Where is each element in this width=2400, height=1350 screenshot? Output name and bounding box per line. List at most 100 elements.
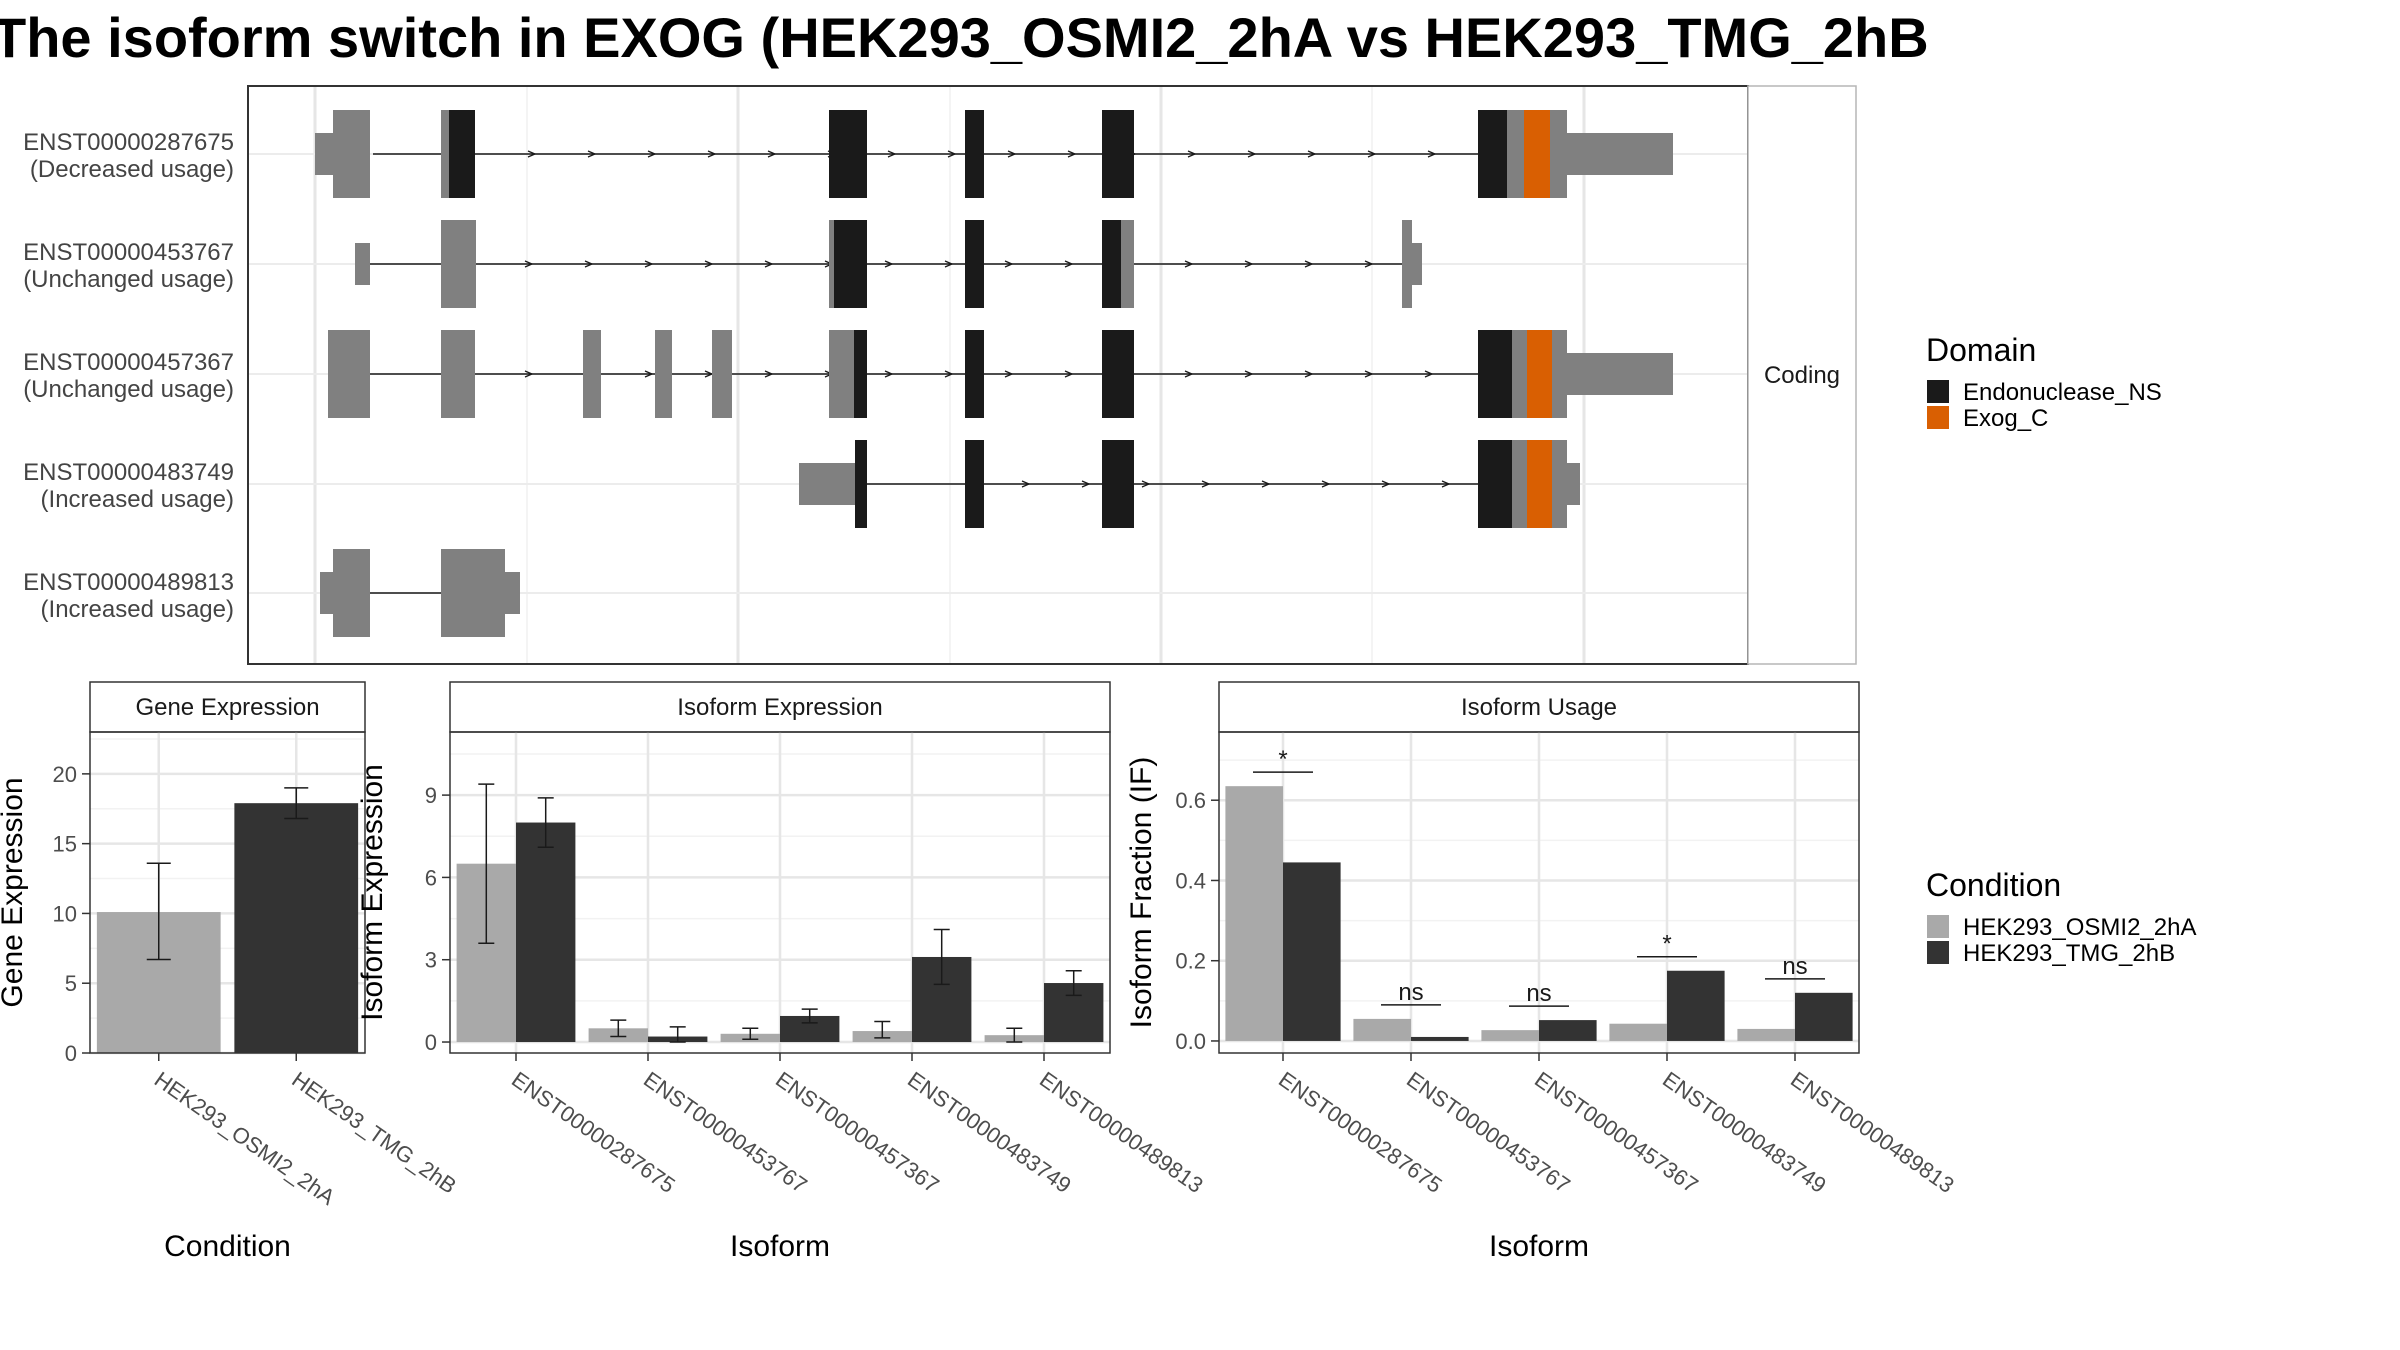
x-axis-label: Isoform	[1489, 1230, 1589, 1263]
y-tick-label: 3	[425, 948, 437, 973]
bar	[1225, 786, 1283, 1041]
structure-strip-label: Coding	[1764, 362, 1840, 389]
strand-arrow	[1247, 150, 1257, 158]
strand-arrow	[887, 150, 897, 158]
bar	[1411, 1036, 1469, 1041]
exon	[441, 110, 449, 198]
strand-arrow	[767, 150, 777, 158]
exon	[829, 220, 834, 308]
endonuclease-domain	[965, 110, 984, 198]
transcript-usage-label: (Decreased usage)	[30, 156, 234, 183]
transcript-id-label: ENST00000287675	[23, 129, 234, 156]
transcript-usage-label: (Increased usage)	[41, 486, 234, 513]
significance-label: ns	[1782, 953, 1807, 980]
y-tick-label: 10	[53, 901, 77, 926]
figure-title: The isoform switch in EXOG (HEK293_OSMI2…	[0, 6, 1929, 69]
strand-arrow	[1427, 150, 1437, 158]
strand-arrow	[1304, 370, 1314, 378]
strand-arrow	[1184, 370, 1194, 378]
strand-arrow	[764, 260, 774, 268]
strand-arrow	[1244, 370, 1254, 378]
exon	[1552, 440, 1567, 528]
y-tick-label: 15	[53, 832, 77, 857]
endonuclease-domain	[1102, 330, 1134, 418]
bar	[234, 803, 359, 1053]
strand-arrow	[1261, 480, 1271, 488]
strand-arrow	[644, 260, 654, 268]
exon	[1412, 243, 1422, 285]
significance-label: ns	[1526, 980, 1551, 1007]
domain-legend: Domain Endonuclease_NS Exog_C	[1926, 332, 2162, 432]
y-tick-label: 9	[425, 783, 437, 808]
bar	[1667, 970, 1725, 1041]
y-axis-label: Isoform Fraction (IF)	[1125, 757, 1158, 1029]
structure-panel: Coding ENST00000287675 (Decreased usage)…	[23, 85, 1857, 665]
transcript-labels: ENST00000287675 (Decreased usage) ENST00…	[23, 129, 234, 623]
strand-arrow	[1067, 150, 1077, 158]
significance-label: *	[1662, 931, 1671, 958]
strand-arrow	[1364, 370, 1374, 378]
exon	[712, 330, 732, 418]
transcript-usage-label: (Increased usage)	[41, 596, 234, 623]
transcript-id-label: ENST00000453767	[23, 239, 234, 266]
legend-swatch-tmg	[1927, 941, 1949, 964]
strand-arrow	[947, 150, 957, 158]
legend-label-tmg: HEK293_TMG_2hB	[1963, 940, 2175, 967]
bar	[1609, 1023, 1667, 1041]
strand-arrow	[587, 150, 597, 158]
strand-arrow	[1304, 260, 1314, 268]
strand-arrow	[1441, 480, 1451, 488]
endonuclease-domain	[834, 220, 867, 308]
strand-arrow	[1187, 150, 1197, 158]
strand-arrow	[527, 150, 537, 158]
strand-arrow	[884, 370, 894, 378]
strand-arrow	[1381, 480, 1391, 488]
endonuclease-domain	[1478, 440, 1512, 528]
exon	[315, 133, 333, 175]
strand-arrow	[884, 260, 894, 268]
transcript-models	[315, 110, 1673, 637]
exon	[1567, 353, 1673, 395]
exon	[829, 330, 854, 418]
y-tick-label: 0.4	[1175, 868, 1206, 893]
y-tick-label: 0.6	[1175, 788, 1206, 813]
strand-arrow	[1064, 260, 1074, 268]
y-tick-label: 5	[65, 971, 77, 996]
endonuclease-domain	[1478, 110, 1507, 198]
y-tick-label: 0	[425, 1030, 437, 1055]
bar	[1737, 1028, 1795, 1041]
exon	[1512, 440, 1527, 528]
strand-arrow	[1307, 150, 1317, 158]
exon	[1507, 110, 1524, 198]
endonuclease-domain	[854, 330, 867, 418]
strand-arrow	[1321, 480, 1331, 488]
strand-arrow	[1367, 150, 1377, 158]
endonuclease-domain	[965, 220, 984, 308]
x-axis-label: Condition	[164, 1230, 291, 1263]
y-axis-label: Isoform Expression	[356, 764, 389, 1021]
strand-arrow	[1424, 370, 1434, 378]
exon	[328, 330, 370, 418]
strand-arrow	[524, 260, 534, 268]
panel-strip	[1218, 681, 1860, 733]
transcript-id-label: ENST00000457367	[23, 349, 234, 376]
exon	[1121, 220, 1134, 308]
condition-legend: Condition HEK293_OSMI2_2hA HEK293_TMG_2h…	[1926, 867, 2196, 967]
legend-label-exog: Exog_C	[1963, 405, 2048, 432]
significance-label: *	[1278, 746, 1287, 773]
strand-arrow	[1364, 260, 1374, 268]
bar	[1795, 992, 1853, 1041]
exon	[1402, 220, 1412, 308]
transcript-id-label: ENST00000483749	[23, 459, 234, 486]
exon	[1567, 133, 1673, 175]
bar	[516, 822, 576, 1043]
bar	[1539, 1020, 1597, 1041]
strand-arrow	[647, 150, 657, 158]
strand-arrow	[1064, 370, 1074, 378]
strand-arrow	[644, 370, 654, 378]
strand-arrow	[1141, 480, 1151, 488]
endonuclease-domain	[1102, 220, 1121, 308]
exon	[1550, 110, 1567, 198]
